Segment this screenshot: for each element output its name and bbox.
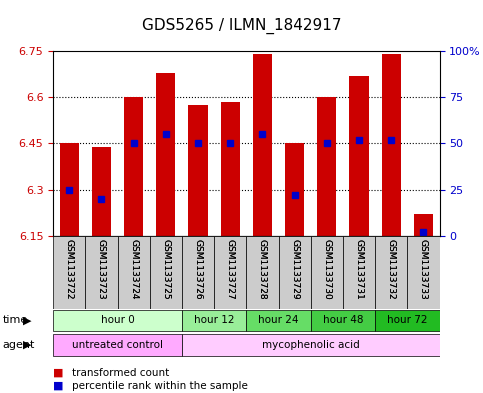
FancyBboxPatch shape [246,236,279,309]
Text: GDS5265 / ILMN_1842917: GDS5265 / ILMN_1842917 [142,18,341,34]
Bar [253,54,272,236]
Text: GSM1133732: GSM1133732 [387,239,396,300]
Text: time: time [2,315,28,325]
Text: ▶: ▶ [23,340,32,350]
Text: GSM1133723: GSM1133723 [97,239,106,300]
Text: ▶: ▶ [23,315,32,325]
Text: hour 72: hour 72 [387,315,427,325]
FancyBboxPatch shape [85,236,117,309]
FancyBboxPatch shape [182,334,440,356]
Bar [317,97,337,236]
Text: hour 0: hour 0 [100,315,134,325]
Bar [156,73,175,236]
Text: ■: ■ [53,367,64,378]
Bar [188,105,208,236]
Text: GSM1133731: GSM1133731 [355,239,364,300]
Text: GSM1133722: GSM1133722 [65,239,74,300]
Text: GSM1133724: GSM1133724 [129,239,138,300]
Text: GSM1133728: GSM1133728 [258,239,267,300]
Bar [59,143,79,236]
Bar [124,97,143,236]
Text: GSM1133725: GSM1133725 [161,239,170,300]
Text: GSM1133723: GSM1133723 [97,239,106,300]
FancyBboxPatch shape [375,310,440,331]
Text: hour 24: hour 24 [258,315,299,325]
Bar [92,147,111,236]
FancyBboxPatch shape [311,310,375,331]
Text: hour 48: hour 48 [323,315,363,325]
FancyBboxPatch shape [53,310,182,331]
Text: untreated control: untreated control [72,340,163,350]
Text: GSM1133725: GSM1133725 [161,239,170,300]
Text: hour 12: hour 12 [194,315,234,325]
Bar [414,214,433,236]
Text: GSM1133729: GSM1133729 [290,239,299,300]
FancyBboxPatch shape [343,236,375,309]
Text: GSM1133727: GSM1133727 [226,239,235,300]
FancyBboxPatch shape [375,236,407,309]
FancyBboxPatch shape [182,236,214,309]
FancyBboxPatch shape [53,334,182,356]
Text: GSM1133727: GSM1133727 [226,239,235,300]
Text: GSM1133731: GSM1133731 [355,239,364,300]
FancyBboxPatch shape [407,236,440,309]
Bar [221,102,240,236]
Text: agent: agent [2,340,35,350]
Bar [382,54,401,236]
Text: GSM1133722: GSM1133722 [65,239,74,300]
FancyBboxPatch shape [182,310,246,331]
Bar [285,143,304,236]
Text: GSM1133726: GSM1133726 [194,239,202,300]
FancyBboxPatch shape [214,236,246,309]
Text: GSM1133730: GSM1133730 [322,239,331,300]
Text: GSM1133729: GSM1133729 [290,239,299,300]
FancyBboxPatch shape [150,236,182,309]
FancyBboxPatch shape [246,310,311,331]
FancyBboxPatch shape [279,236,311,309]
Text: percentile rank within the sample: percentile rank within the sample [72,381,248,391]
Text: GSM1133728: GSM1133728 [258,239,267,300]
Text: GSM1133733: GSM1133733 [419,239,428,300]
Text: GSM1133724: GSM1133724 [129,239,138,300]
Text: mycophenolic acid: mycophenolic acid [262,340,360,350]
FancyBboxPatch shape [117,236,150,309]
FancyBboxPatch shape [311,236,343,309]
Text: transformed count: transformed count [72,367,170,378]
FancyBboxPatch shape [53,236,85,309]
Text: ■: ■ [53,381,64,391]
Text: GSM1133733: GSM1133733 [419,239,428,300]
Text: GSM1133726: GSM1133726 [194,239,202,300]
Bar [349,76,369,236]
Text: GSM1133730: GSM1133730 [322,239,331,300]
Text: GSM1133732: GSM1133732 [387,239,396,300]
